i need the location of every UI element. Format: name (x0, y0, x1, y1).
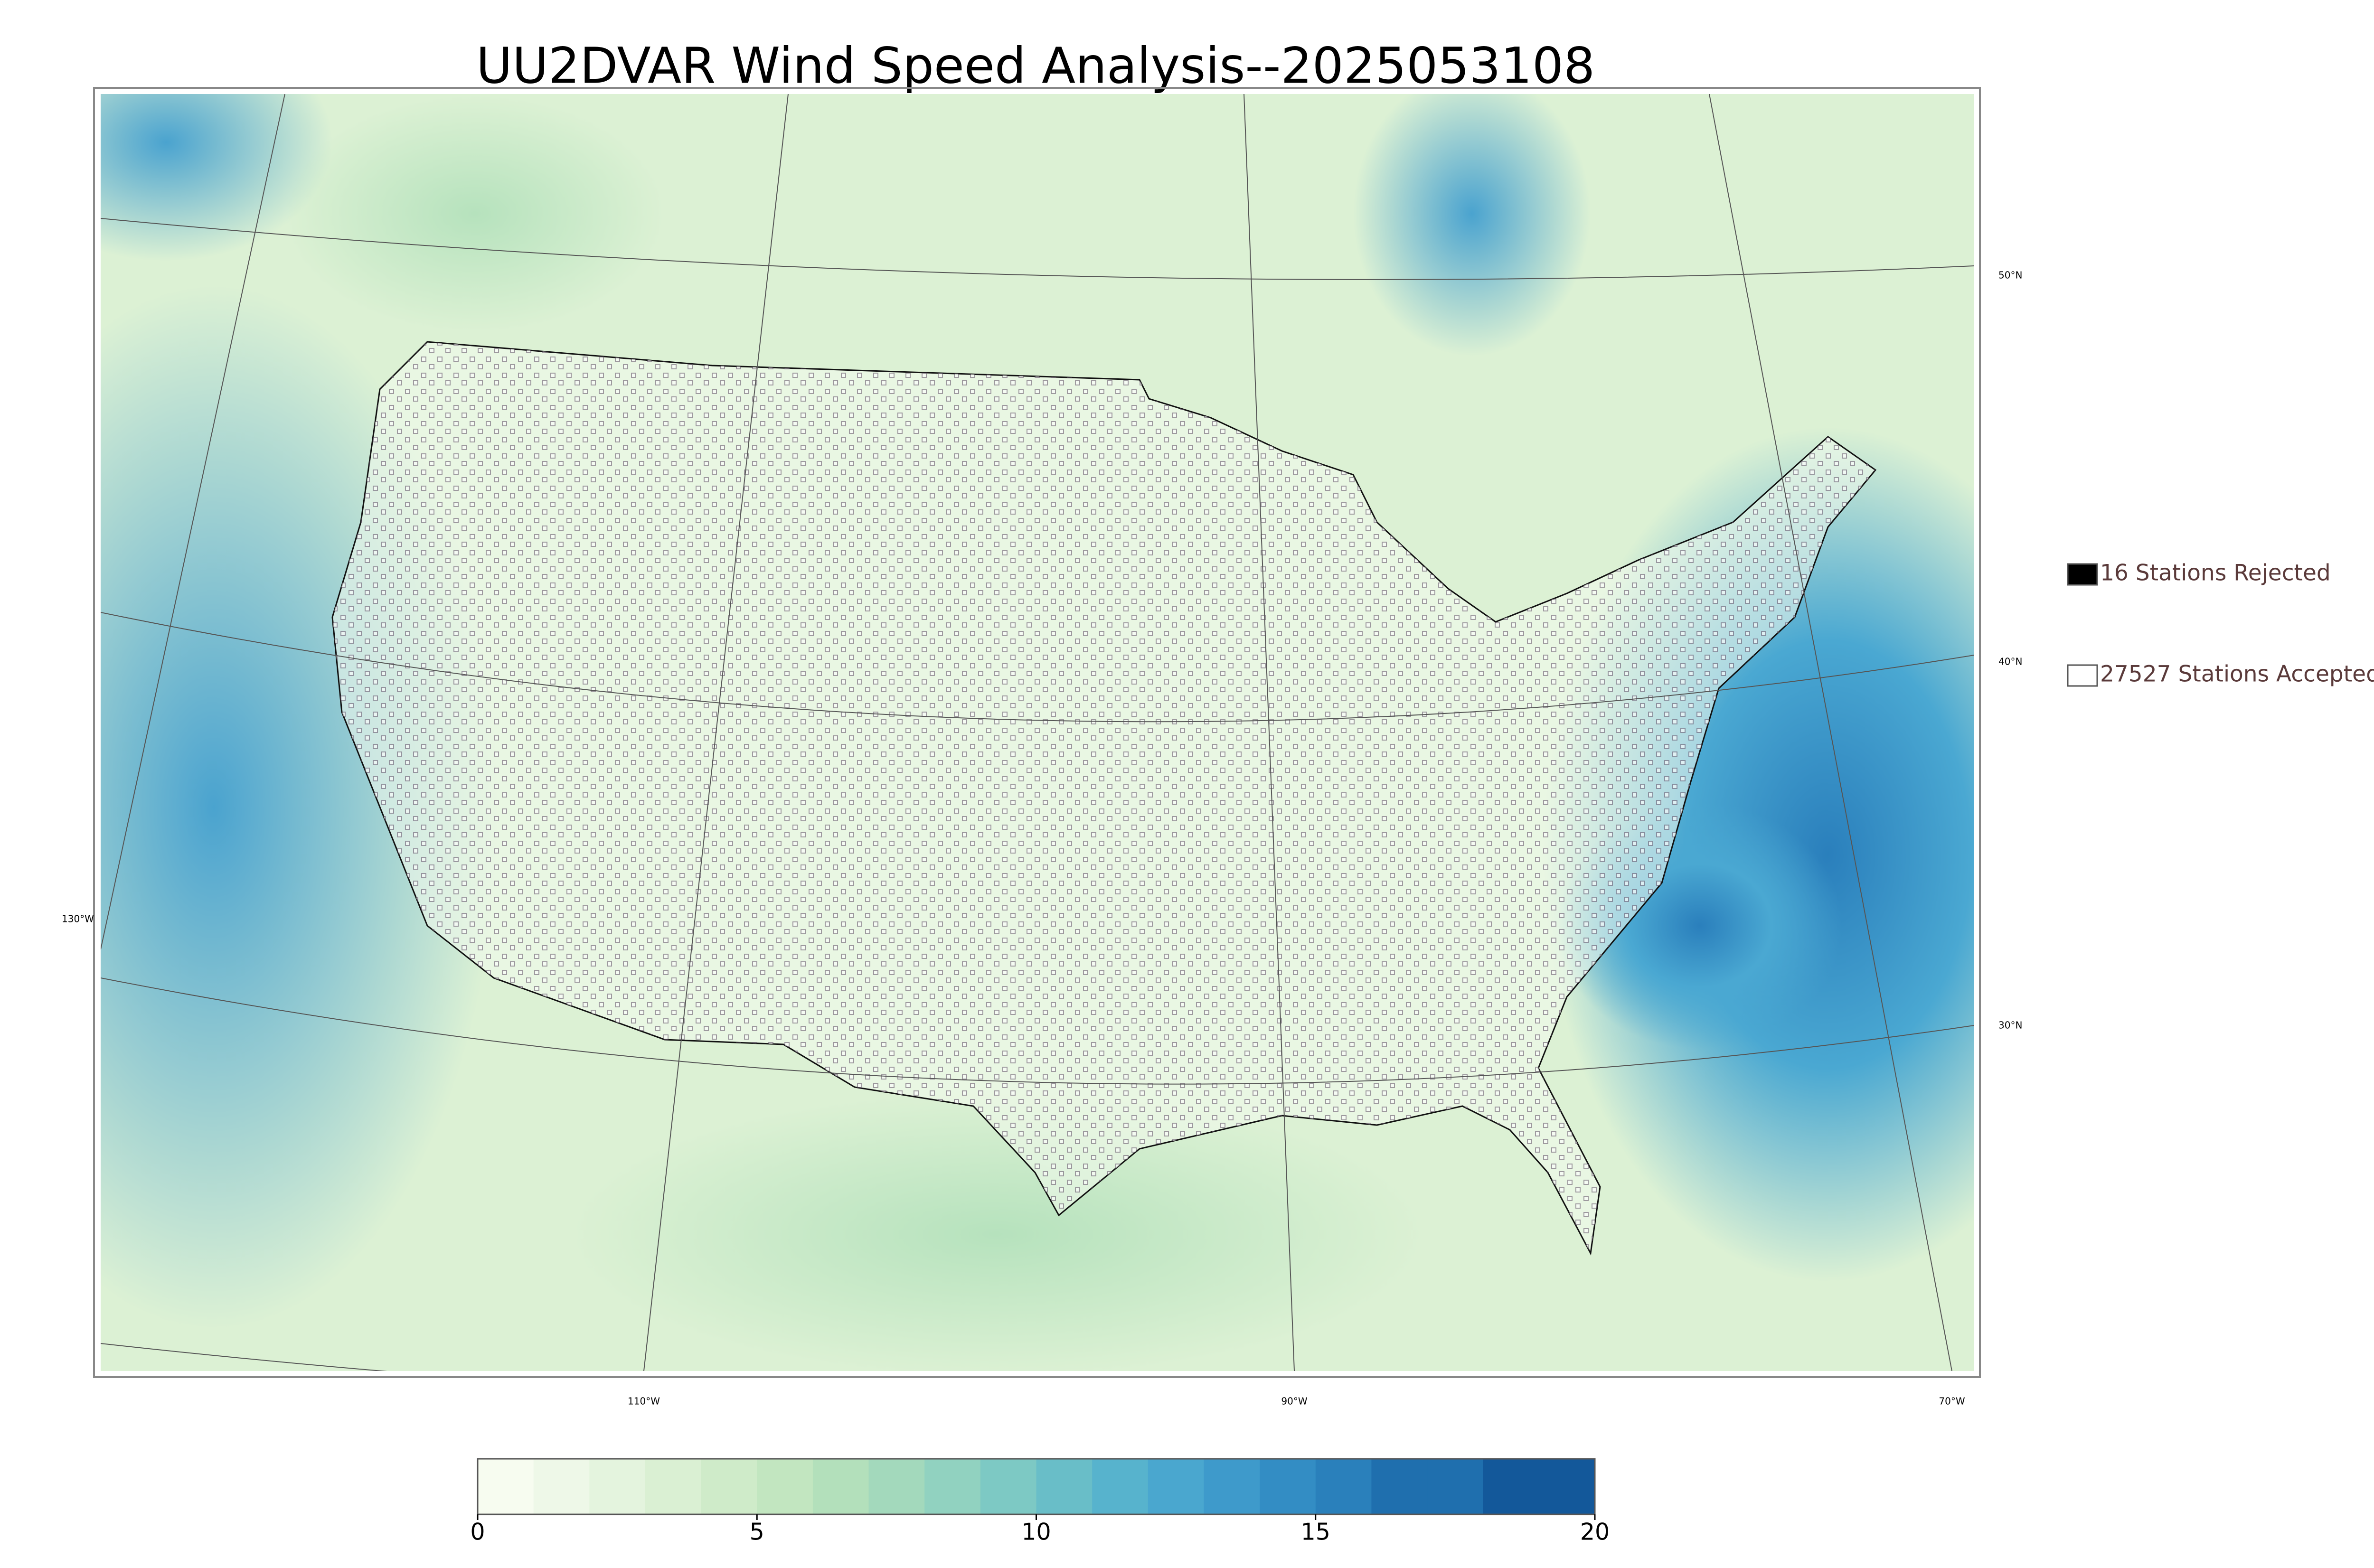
graticule (101, 94, 1974, 1371)
legend-label: 16 Stations Rejected (2100, 560, 2331, 586)
legend-label: 27527 Stations Accepted (2100, 661, 2374, 687)
colorbar-segment (757, 1459, 813, 1514)
colorbar-segment (1371, 1459, 1428, 1514)
colorbar-segment (1483, 1459, 1540, 1514)
lat-label: 40°N (1998, 656, 2022, 667)
colorbar-segment (701, 1459, 758, 1514)
colorbar-segment (533, 1459, 590, 1514)
wind-field (101, 94, 332, 261)
colorbar-segment (980, 1459, 1037, 1514)
colorbar-segment (1092, 1459, 1149, 1514)
colorbar-tick-label: 20 (1580, 1519, 1610, 1546)
colorbar-tick-label: 15 (1301, 1519, 1330, 1546)
colorbar-tick-label: 10 (1021, 1519, 1051, 1546)
colorbar-segment (1315, 1459, 1372, 1514)
colorbar-segment (645, 1459, 702, 1514)
colorbar-tick-label: 5 (750, 1519, 764, 1546)
legend: 16 Stations Rejected 27527 Stations Accep… (2067, 560, 2374, 687)
colorbar-segment (1036, 1459, 1093, 1514)
colorbar-segment (1539, 1459, 1595, 1514)
chart-title: UU2DVAR Wind Speed Analysis--2025053108 (476, 37, 1595, 94)
wind-field (570, 1092, 1424, 1371)
colorbar-segment (589, 1459, 646, 1514)
colorbar: 0 5 10 15 20 (470, 1458, 1610, 1546)
colorbar-segment (1148, 1459, 1205, 1514)
wind-field (1353, 94, 1591, 356)
colorbar-segment (924, 1459, 981, 1514)
wind-field (285, 95, 665, 332)
station-markers (332, 342, 1875, 1253)
lat-label: 50°N (1998, 270, 2022, 281)
lon-label: 130°W (62, 913, 94, 925)
lon-label: 110°W (628, 1396, 660, 1407)
colorbar-segment (1260, 1459, 1316, 1514)
map-frame (93, 87, 1981, 1378)
colorbar-segment (812, 1459, 869, 1514)
colorbar-segment (1427, 1459, 1484, 1514)
lon-label: 90°W (1281, 1396, 1307, 1407)
graticule-labels: 130°W 110°W 90°W 70°W 50°N 40°N 30°N (62, 270, 2022, 1407)
colorbar-segment (478, 1459, 534, 1514)
colorbar-segment (868, 1459, 925, 1514)
colorbar-segment (1204, 1459, 1261, 1514)
colorbar-tick-label: 0 (470, 1519, 485, 1546)
legend-marker (2067, 664, 2098, 687)
lat-label: 30°N (1998, 1020, 2022, 1031)
legend-marker (2067, 563, 2098, 586)
lon-label: 70°W (1939, 1396, 1965, 1407)
map (101, 94, 1974, 1371)
